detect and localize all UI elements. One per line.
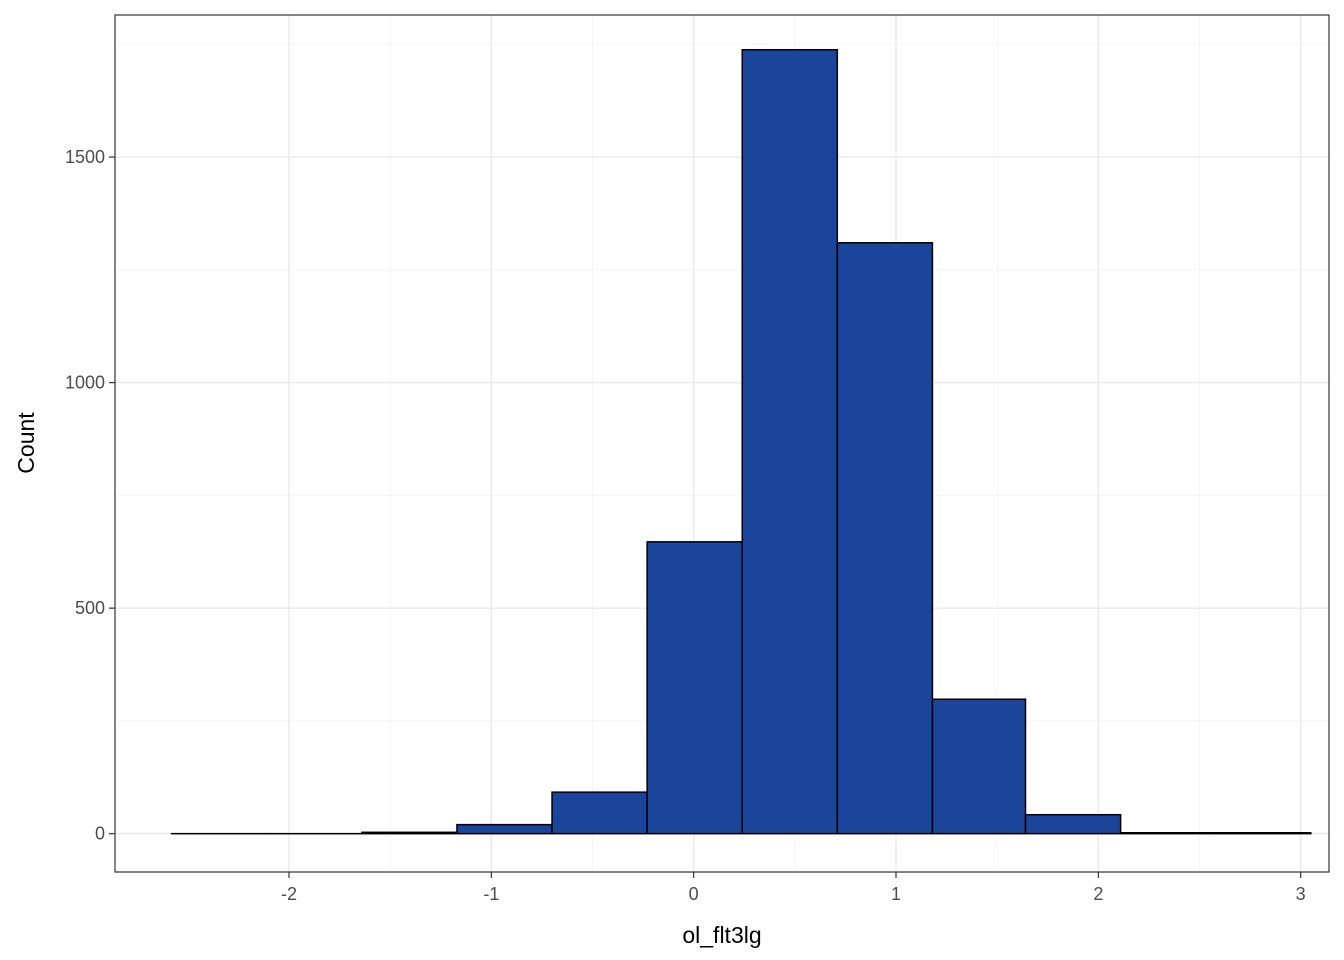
histogram-bar — [361, 831, 458, 835]
x-tick-label: 1 — [891, 884, 901, 904]
histogram-bars — [170, 48, 1312, 835]
y-tick-label: 1000 — [65, 373, 105, 393]
histogram-bar — [931, 698, 1027, 835]
x-tick-label: 3 — [1296, 884, 1306, 904]
x-tick-label: -1 — [483, 884, 499, 904]
y-tick-label: 0 — [95, 824, 105, 844]
panel-border — [114, 14, 1330, 873]
histogram-bar — [741, 48, 839, 835]
x-tick-label: -2 — [281, 884, 297, 904]
y-tick-label: 500 — [75, 598, 105, 618]
histogram-bar — [456, 823, 553, 835]
x-tick-label: 0 — [689, 884, 699, 904]
x-tick-label: 2 — [1093, 884, 1103, 904]
histogram-bar — [551, 791, 648, 835]
y-tick-label: 1500 — [65, 147, 105, 167]
x-axis-title: ol_flt3lg — [682, 922, 761, 948]
histogram-bar — [646, 541, 743, 835]
histogram-bar — [1024, 813, 1122, 835]
y-axis-title: Count — [13, 412, 39, 474]
histogram-bar — [1119, 832, 1217, 835]
histogram-bar — [1214, 832, 1312, 835]
axes: -2 -1 0 1 2 3 0 500 1000 1500 — [65, 147, 1306, 904]
histogram-bar — [836, 242, 934, 835]
